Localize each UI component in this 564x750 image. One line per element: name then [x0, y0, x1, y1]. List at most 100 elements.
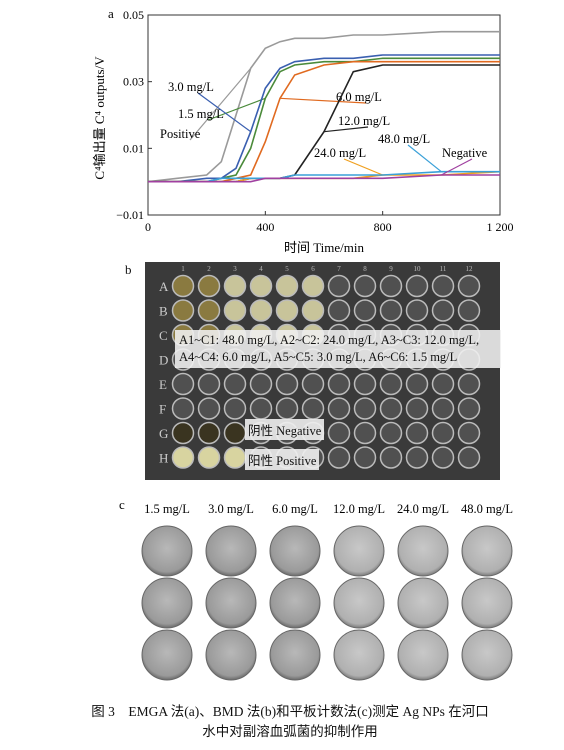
figure-number: 图 3: [91, 704, 115, 719]
well: [379, 421, 403, 445]
row-label: F: [159, 402, 166, 417]
well: [327, 421, 351, 445]
well: [249, 397, 273, 420]
row-label: B: [159, 304, 168, 319]
annotation-arrow: [343, 158, 383, 176]
dish-photos: c 1.5 mg/L 3.0 mg/L 6.0 mg/L 12.0 mg/L 24.0 …: [119, 497, 513, 681]
chart: a 时间 Time/min C⁴输出量 C⁴ outputs/V −0.01 0.…: [92, 6, 514, 255]
x-tick-label: 800: [374, 220, 392, 234]
plot-frame: [147, 14, 501, 216]
column-label: 4: [259, 265, 263, 273]
annotation-arrow: [189, 67, 252, 141]
well: [353, 372, 377, 396]
petri-dish: [461, 525, 513, 577]
well: [431, 421, 455, 445]
column-label: 6: [311, 265, 315, 273]
column-label: 2: [207, 265, 211, 273]
well: [301, 299, 325, 322]
well: [171, 299, 195, 322]
well: [379, 397, 403, 420]
row-label: G: [159, 426, 168, 441]
well: [171, 446, 195, 469]
y-axis-label: C⁴输出量 C⁴ outputs/V: [92, 56, 107, 180]
annotation-arrow: [407, 144, 442, 173]
well: [171, 274, 195, 298]
well: [223, 274, 247, 298]
well: [379, 372, 403, 396]
well: [197, 299, 221, 322]
well: [249, 274, 273, 298]
well: [457, 372, 481, 396]
well: [457, 446, 481, 469]
negative-label: 阴性 Negative: [245, 419, 325, 440]
well: [457, 299, 481, 322]
well: [457, 397, 481, 420]
column-label: 8: [363, 265, 367, 273]
well: [327, 299, 351, 322]
well: [223, 299, 247, 322]
well: [405, 274, 429, 298]
column-label: 7: [337, 265, 341, 273]
series-label: Positive: [160, 127, 201, 141]
petri-dish: [141, 525, 193, 577]
column-label: 3: [233, 265, 237, 273]
petri-dish: [205, 577, 257, 629]
petri-dish: [397, 525, 449, 577]
annotation-arrow: [279, 97, 367, 104]
well: [405, 421, 429, 445]
concentration-label: 3.0 mg/L: [208, 502, 254, 516]
well: [327, 372, 351, 396]
row-label: A: [159, 279, 169, 294]
series-line: [148, 54, 500, 183]
petri-dish: [205, 525, 257, 577]
concentration-label: 1.5 mg/L: [144, 502, 190, 516]
caption-text: EMGA 法(a)、BMD 法(b)和平板计数法(c)测定 Ag NPs 在河口…: [128, 704, 489, 739]
well: [197, 372, 221, 396]
well: [431, 274, 455, 298]
series-line: [147, 30, 500, 183]
petri-dish: [333, 629, 385, 681]
well: [171, 397, 195, 420]
caption: 图 3 EMGA 法(a)、BMD 法(b)和平板计数法(c)测定 Ag NPs…: [90, 702, 490, 742]
plate-note: A1~C1: 48.0 mg/L, A2~C2: 24.0 mg/L, A3~C…: [175, 330, 501, 368]
series-line: [148, 170, 500, 183]
well: [249, 299, 273, 322]
series-label: 24.0 mg/L: [314, 146, 366, 160]
row-label: C: [159, 328, 168, 343]
column-label: 9: [389, 265, 393, 273]
well: [353, 299, 377, 322]
series-label: 1.5 mg/L: [178, 107, 224, 121]
series-label: 48.0 mg/L: [378, 132, 430, 146]
panel-label: b: [125, 262, 132, 277]
well: [379, 274, 403, 298]
y-tick-label: 0.05: [123, 8, 144, 22]
petri-dish: [269, 629, 321, 681]
well: [327, 446, 351, 469]
well: [275, 274, 299, 298]
y-tick-label: 0.01: [123, 141, 144, 155]
x-axis-label: 时间 Time/min: [284, 240, 365, 255]
well: [301, 397, 325, 420]
petri-dish: [269, 525, 321, 577]
petri-dish: [141, 577, 193, 629]
annotation-arrow: [207, 97, 266, 121]
well: [457, 274, 481, 298]
well: [431, 372, 455, 396]
series-line: [148, 170, 501, 183]
y-tick-label: −0.01: [116, 208, 144, 222]
column-label: 12: [466, 265, 474, 273]
well: [223, 421, 247, 445]
x-tick-label: 400: [256, 220, 274, 234]
annotation-arrow: [197, 92, 252, 133]
well: [171, 421, 195, 445]
concentration-label: 24.0 mg/L: [397, 502, 449, 516]
well: [197, 446, 221, 469]
well: [353, 446, 377, 469]
well: [275, 299, 299, 322]
petri-dish: [205, 629, 257, 681]
panel-label: c: [119, 497, 125, 512]
concentration-label: 48.0 mg/L: [461, 502, 513, 516]
petri-dish: [333, 525, 385, 577]
column-label: 5: [285, 265, 289, 273]
series-label: Negative: [442, 146, 488, 160]
